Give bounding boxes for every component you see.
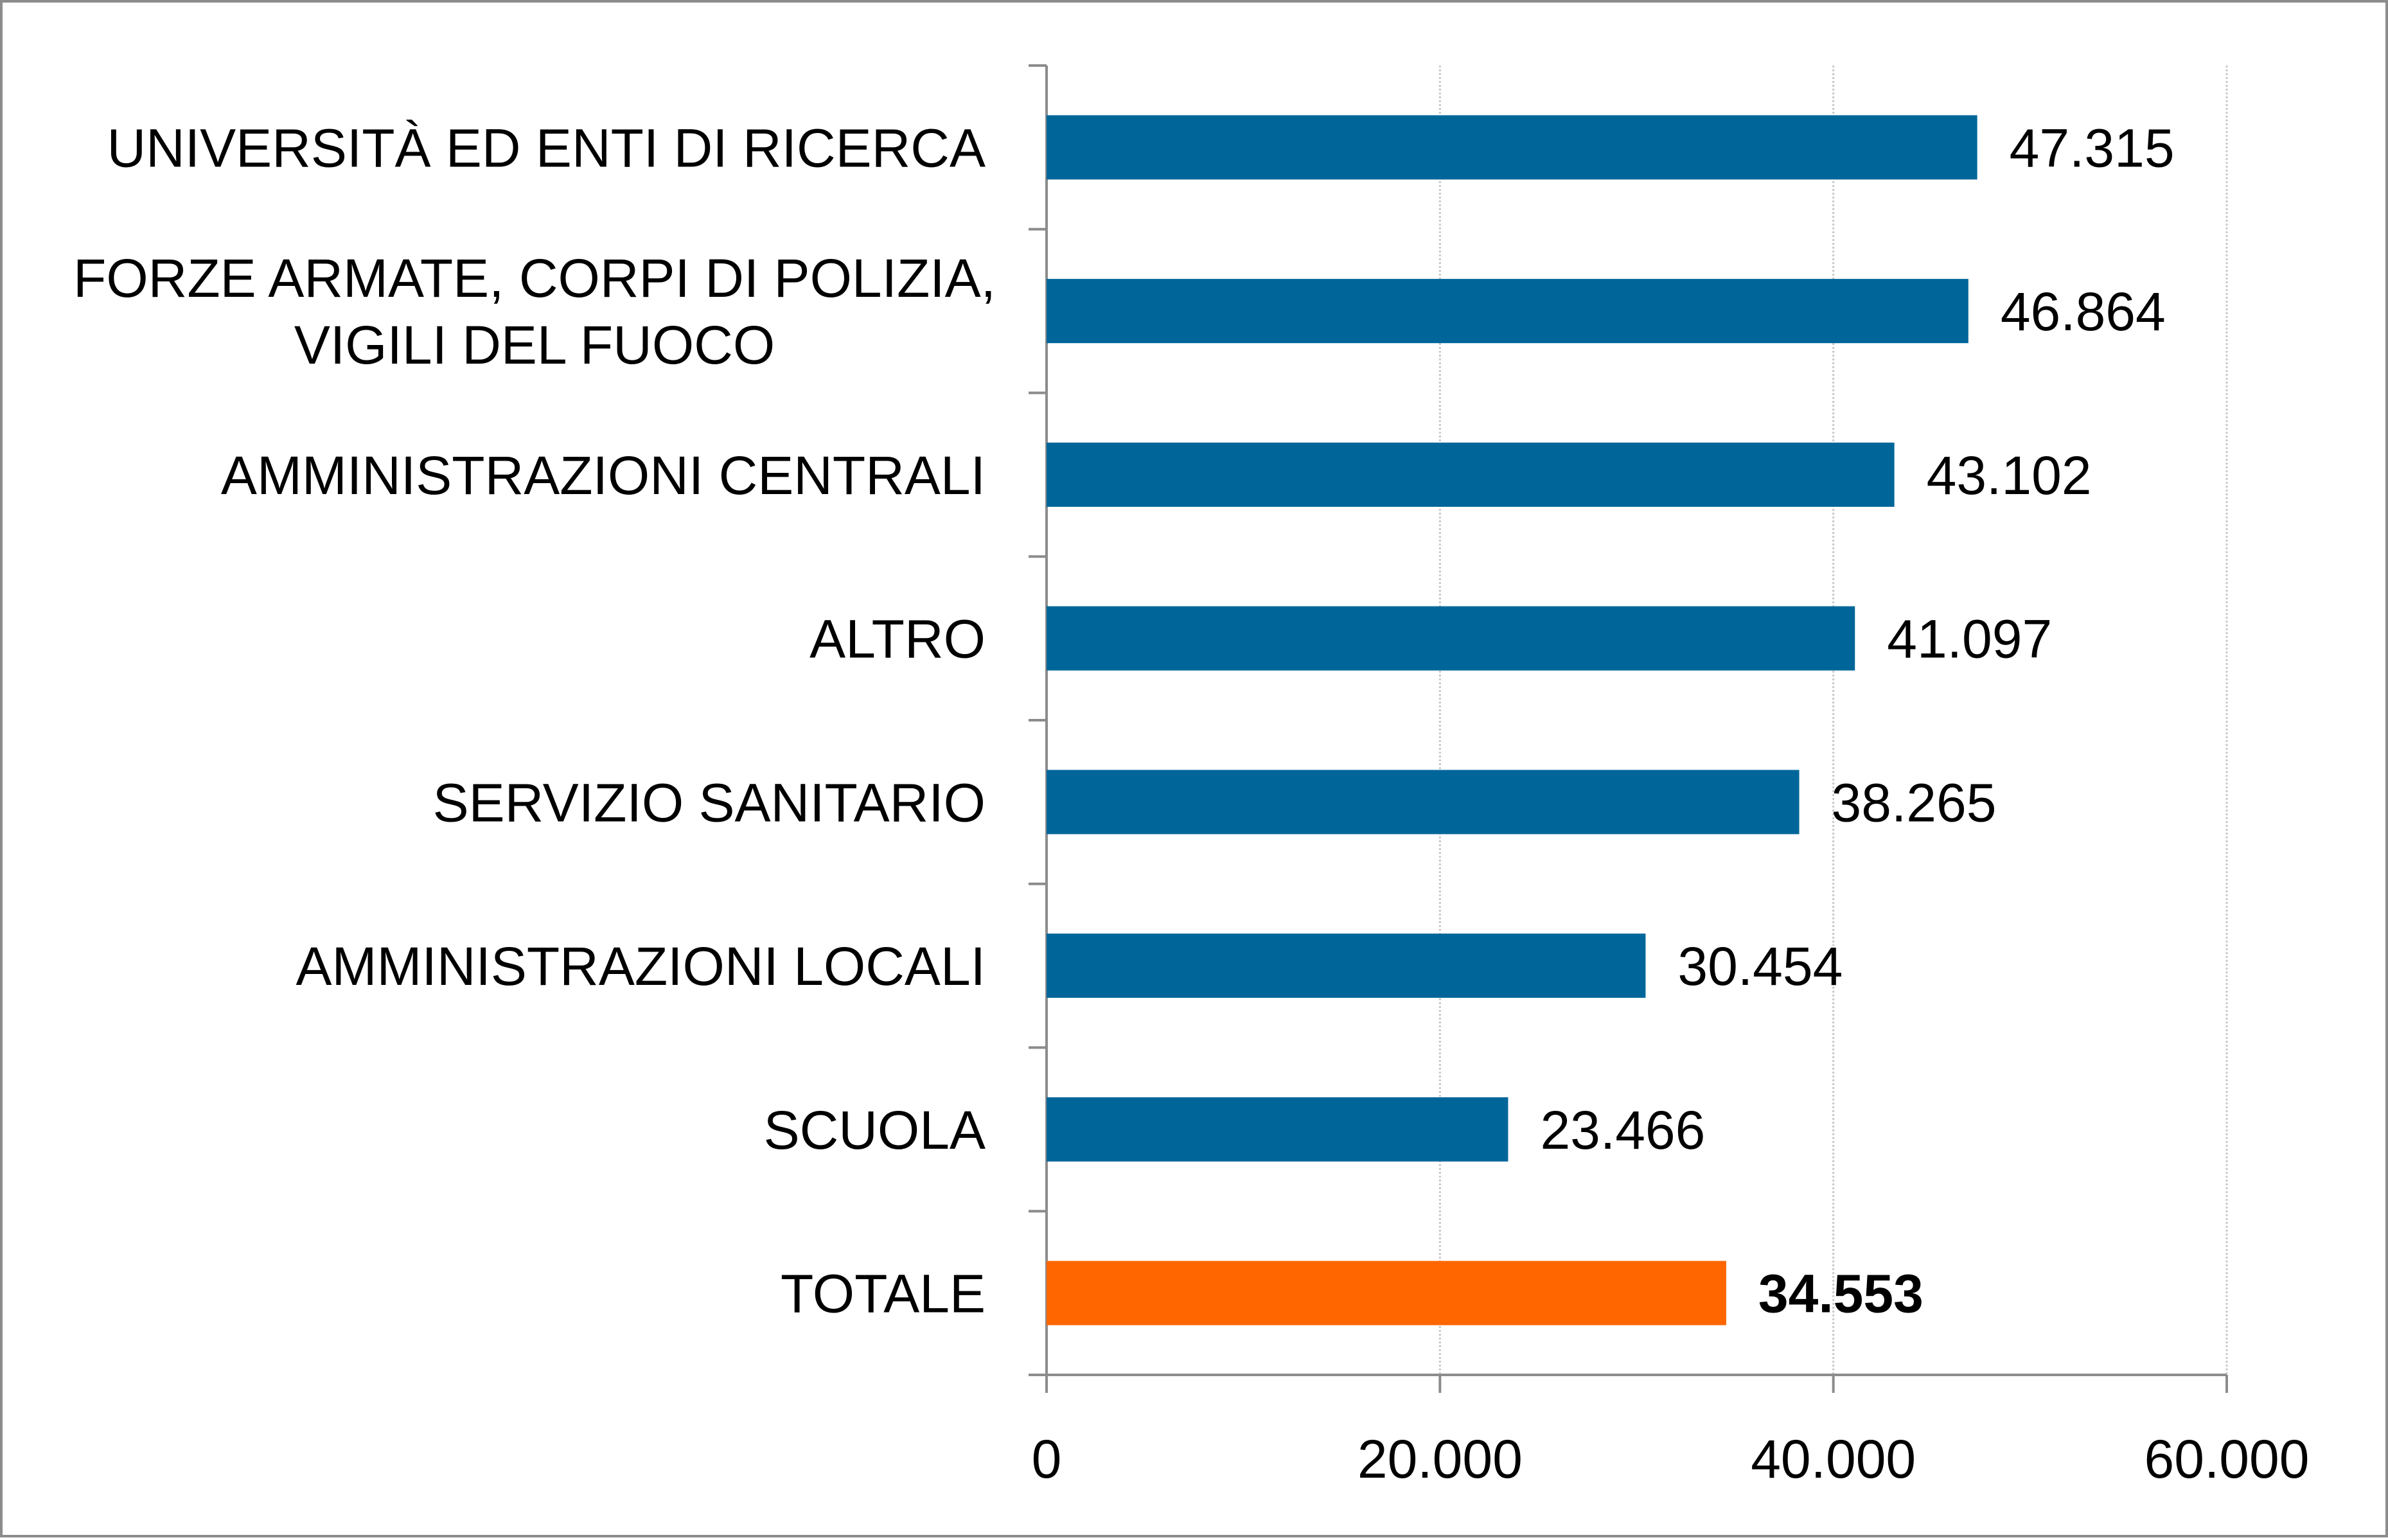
x-tick-label-2: 40.000 [1751, 1429, 1916, 1489]
value-label-2: 43.102 [1927, 445, 2092, 506]
category-label-4: SERVIZIO SANITARIO [433, 772, 986, 833]
axes [1029, 64, 2228, 1393]
value-label-7: 34.553 [1758, 1264, 1924, 1324]
category-label-6-line-0: SCUOLA [764, 1100, 986, 1160]
bar-2 [1047, 442, 1895, 507]
value-label-4: 38.265 [1832, 772, 1997, 833]
category-label-2-line-0: AMMINISTRAZIONI CENTRALI [221, 445, 986, 506]
category-label-4-line-0: SERVIZIO SANITARIO [433, 772, 986, 833]
category-label-0: UNIVERSITÀ ED ENTI DI RICERCA [107, 118, 986, 178]
bars [1047, 115, 1977, 1325]
gridlines [1438, 66, 2228, 1375]
category-label-2: AMMINISTRAZIONI CENTRALI [221, 445, 986, 506]
bar-4 [1047, 770, 1800, 835]
category-label-5: AMMINISTRAZIONI LOCALI [296, 936, 986, 996]
category-label-0-line-0: UNIVERSITÀ ED ENTI DI RICERCA [107, 118, 986, 178]
bar-1 [1047, 279, 1968, 344]
value-label-5: 30.454 [1677, 936, 1843, 996]
category-label-1-line-0: FORZE ARMATE, CORPI DI POLIZIA, [73, 248, 996, 308]
category-label-1: FORZE ARMATE, CORPI DI POLIZIA, VIGILI DE… [73, 248, 996, 375]
bar-3 [1047, 606, 1855, 671]
value-label-6: 23.466 [1540, 1100, 1705, 1160]
bar-7 [1047, 1261, 1726, 1325]
category-label-7: TOTALE [781, 1264, 986, 1324]
category-label-7-line-0: TOTALE [781, 1264, 986, 1324]
x-tick-label-0: 0 [1032, 1429, 1062, 1489]
bar-0 [1047, 115, 1977, 180]
category-label-3: ALTRO [809, 609, 986, 669]
x-tick-label-3: 60.000 [2145, 1429, 2310, 1489]
value-label-3: 41.097 [1887, 609, 2052, 669]
category-label-1-line-1: VIGILI DEL FUOCO [294, 315, 775, 375]
category-label-5-line-0: AMMINISTRAZIONI LOCALI [296, 936, 986, 996]
x-tick-label-1: 20.000 [1358, 1429, 1523, 1489]
value-label-1: 46.864 [2001, 281, 2166, 342]
category-label-3-line-0: ALTRO [809, 609, 986, 669]
bar-5 [1047, 934, 1646, 998]
category-label-6: SCUOLA [764, 1100, 986, 1160]
value-label-0: 47.315 [2010, 118, 2175, 178]
labels: 0 20.000 40.000 60.000 47.315 UNIVERSITÀ ED E… [73, 118, 2309, 1489]
bar-chart: 0 20.000 40.000 60.000 47.315 UNIVERSITÀ ED E… [73, 64, 2309, 1489]
bar-6 [1047, 1097, 1508, 1162]
